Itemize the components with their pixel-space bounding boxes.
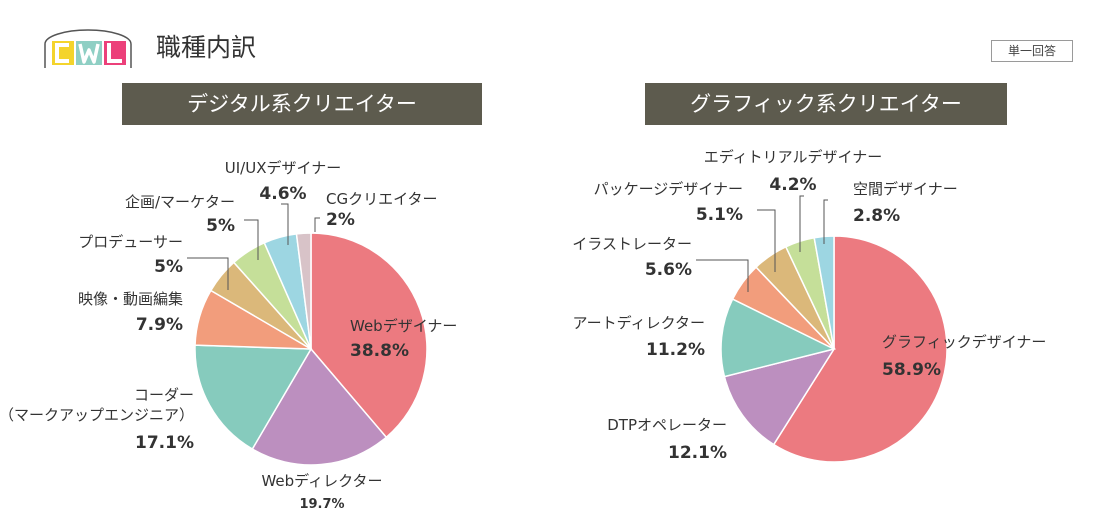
digital-pie (194, 232, 428, 466)
digital-slice-label-6: UI/UXデザイナー (225, 159, 341, 177)
graphic-slice-value-5: 4.2% (769, 175, 816, 195)
graphic-slice-label-3: イラストレーター (572, 235, 692, 253)
digital-leader-line-6 (281, 203, 289, 245)
graphic-leader-line-6 (823, 199, 828, 244)
digital-slice-label-7: CGクリエイター (326, 190, 438, 208)
graphic-slice-0 (772, 235, 948, 463)
graphic-pie (720, 235, 948, 463)
graphic-leader-line-5 (799, 195, 804, 252)
graphic-slice-value-4: 5.1% (696, 205, 743, 225)
digital-slice-value-2: 17.1% (135, 433, 194, 453)
graphic-leader-line-3 (696, 259, 749, 292)
digital-slice-7 (295, 232, 312, 350)
digital-slice-value-3: 7.9% (136, 315, 183, 335)
digital-slice-label-5: 企画/マーケター (125, 193, 235, 211)
cwl-logo (44, 29, 132, 68)
graphic-slice-label-4: パッケージデザイナー (594, 180, 743, 198)
graphic-slice-label-2: アートディレクター (573, 314, 705, 332)
digital-slice-value-6: 4.6% (259, 184, 306, 204)
digital-leader-line-4 (187, 257, 229, 290)
digital-slice-value-0: 38.8% (350, 341, 409, 361)
page-title: 職種内訳 (156, 33, 257, 62)
digital-slice-label-4: プロデューサー (78, 233, 183, 251)
graphic-slice-1 (723, 347, 836, 446)
graphic-slice-label-0: グラフィックデザイナー (882, 333, 1046, 351)
graphic-slice-value-2: 11.2% (646, 340, 705, 360)
graphic-slice-2 (720, 298, 837, 378)
graphic-slice-label-5: エディトリアルデザイナー (704, 148, 883, 166)
digital-slice-label-0: Webデザイナー (350, 317, 457, 335)
graphic-slice-value-3: 5.6% (645, 260, 692, 280)
graphic-slice-value-6: 2.8% (853, 206, 900, 226)
answer-type-badge: 単一回答 (991, 40, 1073, 62)
digital-slice-0 (310, 232, 428, 439)
digital-slice-value-5: 5% (206, 216, 235, 236)
digital-slice-label-2: （マークアップエンジニア） (0, 406, 194, 424)
digital-slice-1 (251, 347, 388, 466)
graphic-slice-label-6: 空間デザイナー (853, 180, 958, 198)
digital-slice-value-1: 19.7% (299, 497, 344, 512)
graphic-slice-value-0: 58.9% (882, 360, 941, 380)
graphic-section-header: グラフィック系クリエイター (645, 83, 1007, 125)
digital-slice-value-7: 2% (326, 210, 355, 230)
graphic-leader-line-4 (757, 209, 776, 272)
digital-slice-label-2: コーダー (134, 386, 194, 404)
digital-slice-label-1: Webディレクター (261, 472, 382, 490)
digital-leader-line-7 (314, 217, 320, 232)
digital-slice-value-4: 5% (154, 257, 183, 277)
graphic-slice-value-1: 12.1% (668, 443, 727, 463)
digital-slice-2 (194, 344, 313, 451)
digital-leader-line-5 (244, 219, 259, 260)
digital-slice-label-3: 映像・動画編集 (78, 290, 183, 308)
graphic-slice-label-1: DTPオペレーター (607, 416, 727, 434)
digital-section-header: デジタル系クリエイター (122, 83, 482, 125)
